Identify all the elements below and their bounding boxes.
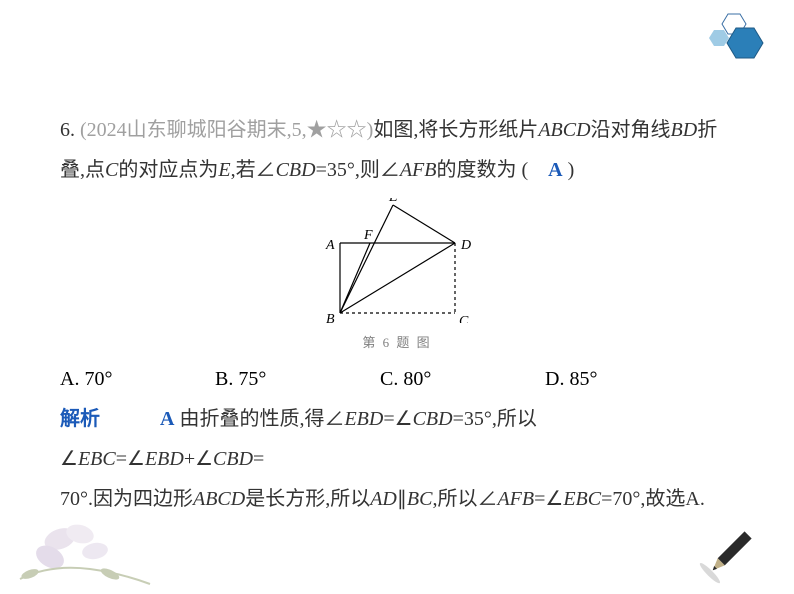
a2b: =∠	[116, 448, 145, 470]
l2-3: ,若∠	[231, 159, 276, 181]
var-cbd: CBD	[276, 159, 316, 181]
a3b: 是长方形,所以	[245, 488, 370, 510]
svg-text:F: F	[363, 228, 373, 243]
var-cbd3: CBD	[213, 448, 253, 470]
var-abcd2: ABCD	[193, 488, 245, 510]
a3e: =∠	[534, 488, 563, 510]
a2d: =	[253, 448, 264, 470]
question-line-2: 叠,点C的对应点为E,若∠CBD=35°,则∠AFB的度数为 ( A )	[60, 150, 734, 190]
stem-1: 如图,将长方形纸片	[373, 119, 538, 141]
hexagon-decoration	[684, 0, 774, 67]
question-source: (2024山东聊城阳谷期末,5,★☆☆)	[80, 119, 373, 141]
option-c: C. 80°	[380, 359, 540, 399]
option-b: B. 75°	[215, 359, 375, 399]
var-bd: BD	[671, 119, 698, 141]
options-row: A. 70° B. 75° C. 80° D. 85°	[60, 359, 734, 399]
pen-decoration	[694, 519, 764, 594]
svg-text:C: C	[459, 314, 469, 323]
option-d: D. 85°	[545, 359, 597, 399]
a3: =35°,所以	[453, 408, 537, 430]
var-cbd2: CBD	[413, 408, 453, 430]
inline-answer: A	[548, 159, 562, 181]
l2-6: )	[563, 159, 575, 181]
l2-5: 的度数为 (	[437, 159, 549, 181]
var-e: E	[218, 159, 230, 181]
stem-3: 折	[697, 119, 717, 141]
l2-2: 的对应点为	[118, 159, 218, 181]
a2: =∠	[383, 408, 412, 430]
geometry-figure: A B C D E F	[305, 198, 490, 323]
analysis-line-1: 解析A 由折叠的性质,得∠EBD=∠CBD=35°,所以	[60, 399, 734, 439]
figure-caption: 第 6 题 图	[60, 332, 734, 351]
a2c: +∠	[184, 448, 213, 470]
svg-text:A: A	[325, 238, 335, 253]
var-ebc2: EBC	[563, 488, 601, 510]
l2-1: 叠,点	[60, 159, 105, 181]
svg-text:E: E	[388, 198, 398, 205]
question-content: 6. (2024山东聊城阳谷期末,5,★☆☆)如图,将长方形纸片ABCD沿对角线…	[60, 110, 734, 519]
var-c: C	[105, 159, 118, 181]
a3c: ∥	[397, 488, 407, 510]
question-number: 6.	[60, 119, 80, 141]
var-ebc: EBC	[78, 448, 116, 470]
var-ebd2: EBD	[145, 448, 184, 470]
svg-text:B: B	[326, 312, 335, 323]
a1: 由折叠的性质,得∠	[174, 408, 344, 430]
analysis-line-2: ∠EBC=∠EBD+∠CBD=	[60, 439, 734, 479]
stem-2: 沿对角线	[591, 119, 671, 141]
var-abcd: ABCD	[538, 119, 590, 141]
question-line-1: 6. (2024山东聊城阳谷期末,5,★☆☆)如图,将长方形纸片ABCD沿对角线…	[60, 110, 734, 150]
a3d: ,所以∠	[432, 488, 497, 510]
svg-text:D: D	[460, 238, 471, 253]
var-afb: AFB	[400, 159, 437, 181]
var-ebd: EBD	[344, 408, 383, 430]
a3f: =70°,故选A.	[601, 488, 705, 510]
analysis-letter: A	[160, 408, 174, 430]
flower-decoration	[0, 479, 170, 594]
figure-container: A B C D E F	[60, 198, 734, 328]
var-ad: AD	[370, 488, 397, 510]
option-a: A. 70°	[60, 359, 210, 399]
analysis-label: 解析	[60, 399, 160, 439]
l2-4: =35°,则∠	[316, 159, 400, 181]
a2a: ∠	[60, 448, 78, 470]
var-bc: BC	[407, 488, 433, 510]
var-afb2: AFB	[497, 488, 534, 510]
